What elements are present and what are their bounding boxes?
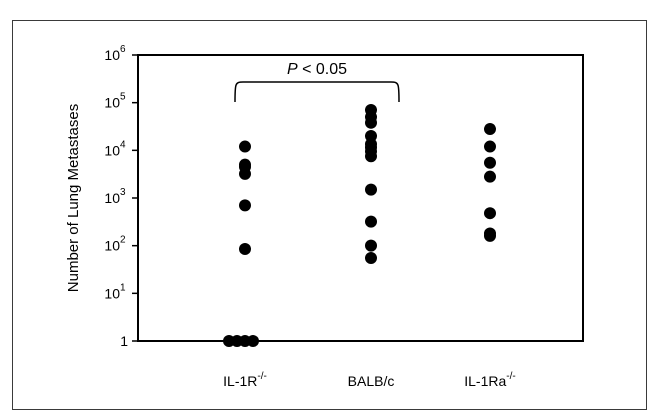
y-tick-label: 10 xyxy=(104,95,120,111)
y-tick-exponent: 3 xyxy=(120,187,126,198)
x-category-superscript: -/- xyxy=(506,371,515,382)
data-point xyxy=(484,207,496,220)
data-point xyxy=(365,129,377,142)
x-category-name: IL-1Ra xyxy=(464,373,506,389)
y-tick-exponent: 2 xyxy=(120,235,126,246)
data-point xyxy=(484,156,496,169)
data-point xyxy=(365,239,377,252)
plot-area xyxy=(137,54,584,342)
y-tick-exponent: 6 xyxy=(120,44,126,55)
data-point xyxy=(239,158,251,171)
y-tick-label: 10 xyxy=(104,142,120,158)
data-point xyxy=(239,243,251,256)
p-value-label: P < 0.05 xyxy=(287,61,347,78)
p-symbol: P xyxy=(287,61,298,78)
x-category-label: IL-1R-/- xyxy=(223,371,267,389)
data-point xyxy=(484,140,496,153)
y-tick-label: 10 xyxy=(104,47,120,63)
y-axis-label: Number of Lung Metastases xyxy=(65,104,82,292)
x-category-label: IL-1Ra-/- xyxy=(464,371,515,389)
data-point xyxy=(484,170,496,183)
data-point xyxy=(365,183,377,196)
y-tick-label: 10 xyxy=(104,285,120,301)
data-point xyxy=(365,104,377,117)
x-category-name: BALB/c xyxy=(348,373,395,389)
data-point xyxy=(239,199,251,212)
x-category-label: BALB/c xyxy=(348,373,395,389)
y-tick-label: 10 xyxy=(104,238,120,254)
y-tick-label: 1 xyxy=(120,333,128,349)
x-category-name: IL-1R xyxy=(223,373,257,389)
y-tick-exponent: 1 xyxy=(120,282,126,293)
y-tick-label: 10 xyxy=(104,190,120,206)
x-axis: IL-1R-/- BALB/c IL-1Ra-/- xyxy=(223,371,516,389)
data-point xyxy=(239,140,251,153)
significance-bracket xyxy=(234,81,400,103)
data-point xyxy=(365,215,377,228)
p-threshold: < 0.05 xyxy=(298,61,347,78)
data-point xyxy=(365,252,377,265)
data-points xyxy=(223,104,496,347)
figure-frame xyxy=(12,20,647,410)
data-point xyxy=(484,123,496,136)
data-point xyxy=(247,335,259,347)
y-tick-exponent: 4 xyxy=(120,139,126,150)
data-point xyxy=(484,227,496,240)
x-category-superscript: -/- xyxy=(257,371,266,382)
y-tick-exponent: 5 xyxy=(120,92,126,103)
significance-annotation: P < 0.05 xyxy=(234,61,400,103)
